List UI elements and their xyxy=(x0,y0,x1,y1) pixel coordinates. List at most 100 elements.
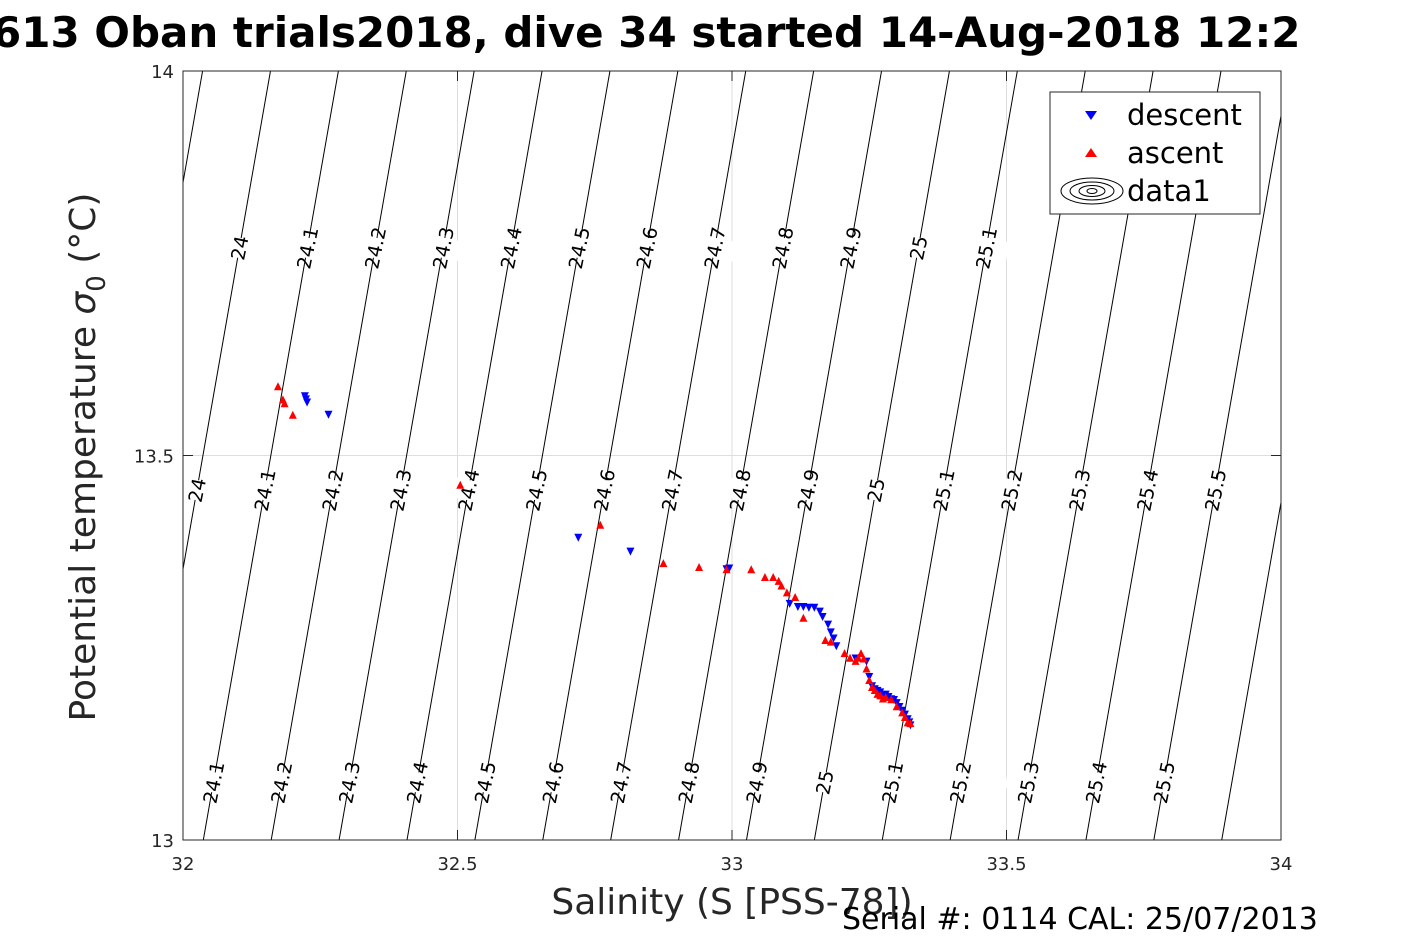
contour-label-bg xyxy=(419,233,467,263)
contour-label-bg xyxy=(852,475,900,505)
ascent-point xyxy=(799,613,808,622)
ascent-point xyxy=(791,592,800,601)
legend-box xyxy=(1049,91,1261,215)
contour-label-bg xyxy=(733,768,781,797)
contour-label-bg xyxy=(894,233,942,263)
isopycnal-line xyxy=(542,71,679,840)
isopycnal-line xyxy=(270,71,407,840)
legend-descent-label: descent xyxy=(1127,98,1242,132)
ascent-point xyxy=(722,565,731,574)
ascent-point xyxy=(859,654,868,663)
contour-label-bg xyxy=(257,768,305,797)
isopycnal-line xyxy=(813,71,950,840)
contour-label-bg xyxy=(173,475,221,505)
ascent-point xyxy=(900,712,909,721)
contour-label-bg xyxy=(1072,768,1120,797)
descent-point xyxy=(810,603,819,612)
ascent-point xyxy=(782,588,791,597)
x-axis-label: Salinity (S [PSS-78]) xyxy=(551,882,912,923)
descent-point xyxy=(829,634,838,643)
ascent-point xyxy=(906,719,915,728)
y-axis-label-sigma: σ xyxy=(63,291,104,315)
ascent-point xyxy=(695,563,704,572)
contour-label-bg xyxy=(241,475,289,505)
contour-label-bg xyxy=(189,768,237,797)
descent-point xyxy=(818,612,827,621)
ascent-point xyxy=(821,636,830,645)
descent-point xyxy=(832,642,841,651)
ascent-point xyxy=(280,399,289,408)
contour-label-bg xyxy=(215,233,263,263)
contour-label-bg xyxy=(512,475,560,505)
isopycnal-line xyxy=(1221,499,1281,840)
x-tick-label: 33.5 xyxy=(986,854,1026,875)
ascent-point xyxy=(840,649,849,658)
contour-label-bg xyxy=(1004,768,1052,797)
isopycnal-line xyxy=(406,71,543,840)
contour-label-bg xyxy=(648,475,696,505)
contour-label-bg xyxy=(826,233,875,263)
legend-contour-icon xyxy=(1060,177,1124,205)
descent-point xyxy=(574,533,583,542)
descent-point xyxy=(793,602,802,611)
ascent-point xyxy=(456,480,465,489)
contour-label-bg xyxy=(962,233,1010,263)
ascent-point xyxy=(892,702,901,711)
contour-label-bg xyxy=(784,475,832,505)
y-tick-label: 13.5 xyxy=(134,447,174,468)
contour-label-bg xyxy=(988,475,1036,505)
ascent-point xyxy=(777,581,786,590)
legend-data1-label: data1 xyxy=(1127,174,1211,208)
contour-label-bg xyxy=(444,475,492,505)
ascent-point xyxy=(854,653,863,662)
ascent-point xyxy=(288,410,297,419)
ascent-point xyxy=(846,653,855,662)
descent-point xyxy=(824,620,833,629)
ascent-point xyxy=(774,576,783,585)
contour-label: 24 xyxy=(227,234,253,262)
contour-label-bg xyxy=(580,475,628,505)
contour-label-bg xyxy=(665,768,713,797)
isopycnal-line xyxy=(610,71,747,840)
chart-title: 613 Oban trials2018, dive 34 started 14-… xyxy=(0,8,1300,57)
contour-label-bg xyxy=(325,768,373,797)
contour-label-bg xyxy=(716,475,764,505)
ascent-point xyxy=(857,649,866,658)
contour-label-bg xyxy=(1055,475,1104,505)
ascent-point xyxy=(862,664,871,673)
contour-label-bg xyxy=(283,233,331,263)
descent-point xyxy=(785,599,794,608)
ascent-point xyxy=(881,692,890,701)
contour-label-bg xyxy=(393,768,441,797)
ascent-point xyxy=(898,708,907,717)
descent-point xyxy=(626,547,635,556)
contour-label-bg xyxy=(936,768,984,797)
y-tick-label: 14 xyxy=(151,62,174,83)
isopycnal-line xyxy=(183,71,271,572)
contour-label: 25 xyxy=(906,234,932,262)
contour-label-bg xyxy=(487,233,535,263)
isopycnal-line xyxy=(474,71,611,840)
contour-label-bg xyxy=(377,475,425,505)
descent-point xyxy=(826,628,835,637)
isopycnal-line xyxy=(202,71,339,840)
contour-label-bg xyxy=(309,475,357,505)
contour-label: 25 xyxy=(812,768,838,796)
ascent-point xyxy=(273,382,282,391)
descent-point xyxy=(324,410,333,419)
ascent-point xyxy=(887,695,896,704)
tick-layer: 32 32.5 33 33.5 34 13 13.5 14 xyxy=(134,62,1293,875)
contour-label-bg xyxy=(800,768,849,797)
ascent-point xyxy=(769,573,778,582)
isopycnal-line xyxy=(678,71,815,840)
y-axis-label-subscript: 0 xyxy=(82,275,112,292)
ascent-point xyxy=(826,637,835,646)
descent-point xyxy=(815,607,824,616)
ascent-point xyxy=(596,520,605,529)
descent-point xyxy=(725,564,734,573)
contour-label-bg xyxy=(555,233,603,263)
contour-label-bg xyxy=(691,233,739,263)
legend-ascent-label: ascent xyxy=(1127,136,1223,170)
descent-point xyxy=(804,603,813,612)
